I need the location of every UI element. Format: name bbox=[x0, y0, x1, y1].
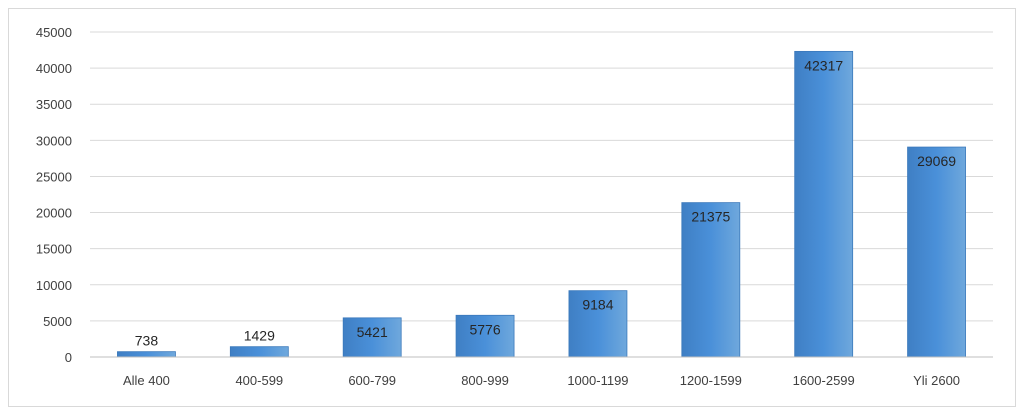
gridlines bbox=[90, 31, 993, 322]
x-tick-label: 400-599 bbox=[235, 373, 283, 388]
y-axis-tick-labels: 0 5000 10000 15000 20000 25000 30000 35000 40000… bbox=[36, 25, 72, 365]
y-tick-label: 35000 bbox=[36, 97, 72, 112]
y-tick-label: 40000 bbox=[36, 61, 72, 76]
data-labels: 738 1429 5421 5776 9184 21375 42317 29069 bbox=[135, 57, 956, 348]
bar bbox=[229, 346, 289, 358]
data-label: 21375 bbox=[691, 209, 730, 225]
y-tick-label: 25000 bbox=[36, 169, 72, 184]
y-tick-label: 45000 bbox=[36, 25, 72, 40]
x-tick-label: 600-799 bbox=[348, 373, 396, 388]
y-tick-label: 15000 bbox=[36, 242, 72, 257]
bars bbox=[117, 50, 966, 358]
x-axis-tick-labels: Alle 400 400-599 600-799 800-999 1000-1199 12… bbox=[123, 373, 960, 388]
x-tick-label: 1200-1599 bbox=[680, 373, 742, 388]
y-tick-label: 0 bbox=[65, 350, 72, 365]
bar bbox=[907, 146, 966, 358]
data-label: 738 bbox=[135, 333, 159, 349]
bar bbox=[681, 202, 741, 358]
data-label: 5776 bbox=[469, 321, 500, 337]
data-label: 1429 bbox=[244, 328, 275, 344]
bar bbox=[117, 351, 176, 358]
data-label: 5421 bbox=[357, 324, 388, 340]
y-tick-label: 5000 bbox=[43, 314, 72, 329]
y-tick-label: 20000 bbox=[36, 206, 72, 221]
y-tick-label: 10000 bbox=[36, 278, 72, 293]
data-label: 9184 bbox=[582, 297, 613, 313]
x-tick-label: 800-999 bbox=[461, 373, 509, 388]
x-tick-label: 1600-2599 bbox=[793, 373, 855, 388]
x-tick-label: Alle 400 bbox=[123, 373, 170, 388]
x-tick-label: Yli 2600 bbox=[913, 373, 960, 388]
x-tick-label: 1000-1199 bbox=[567, 373, 628, 388]
y-tick-label: 30000 bbox=[36, 133, 72, 148]
data-label: 42317 bbox=[804, 57, 843, 73]
bar bbox=[794, 50, 854, 358]
data-label: 29069 bbox=[917, 153, 956, 169]
